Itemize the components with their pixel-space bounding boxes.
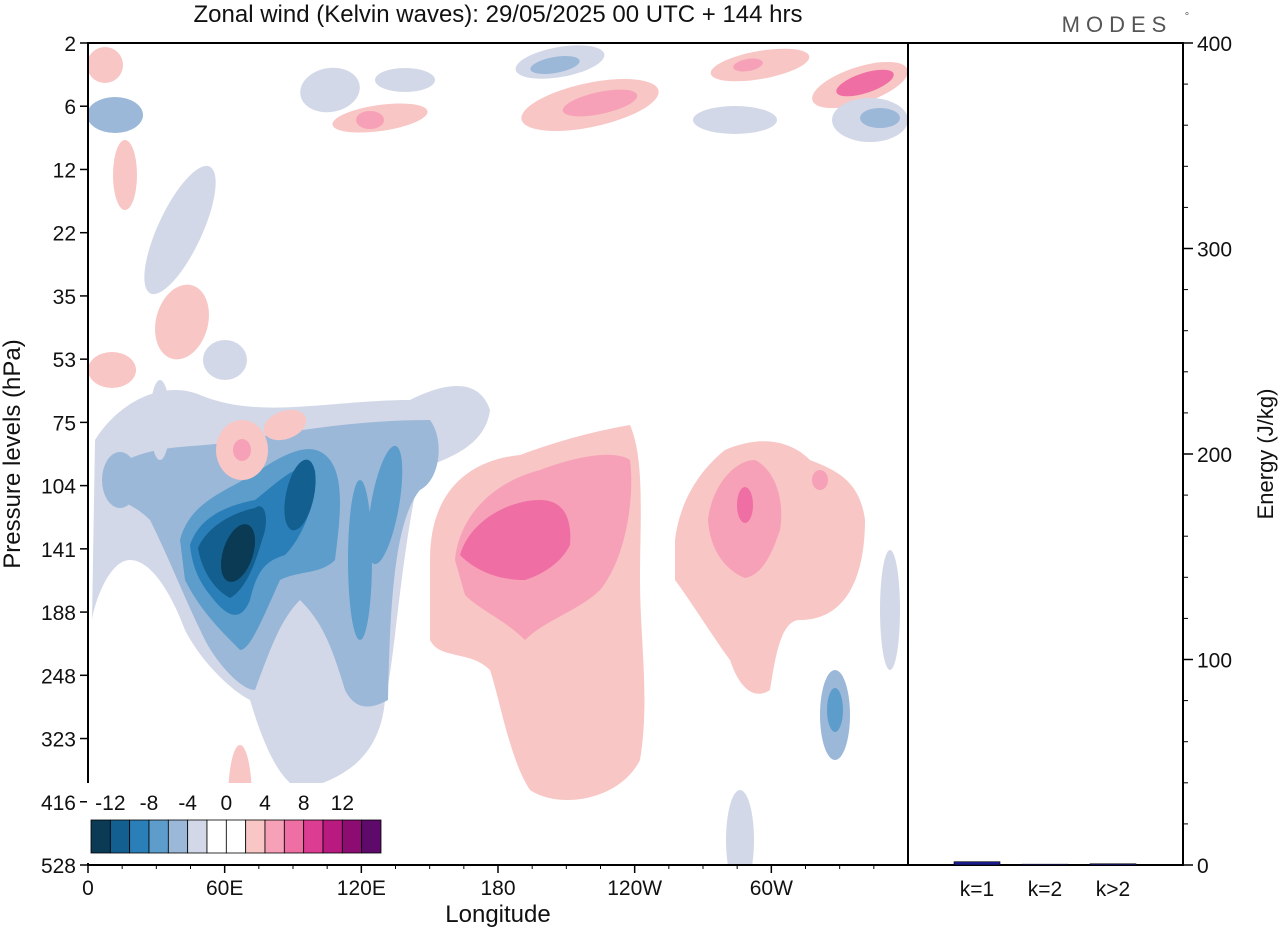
positive-anomaly-region <box>233 439 251 461</box>
positive-anomaly-region <box>562 89 638 117</box>
positive-anomaly-region <box>356 111 384 129</box>
positive-anomaly-region <box>88 352 136 388</box>
energy-axis-label: Energy (J/kg) <box>1253 389 1278 520</box>
y-tick-label: 75 <box>53 412 76 435</box>
colorbar-swatch <box>225 819 247 854</box>
positive-anomaly-region <box>155 284 209 360</box>
colorbar-swatch <box>167 819 189 854</box>
colorbar-swatch <box>206 819 227 854</box>
y-tick-label: 528 <box>41 855 76 878</box>
colorbar-swatch <box>264 819 285 854</box>
colorbar-swatch <box>361 819 382 854</box>
y-tick-label: 35 <box>53 286 76 309</box>
negative-anomaly-region <box>860 108 900 128</box>
negative-anomaly-region <box>880 550 900 670</box>
negative-anomaly-region <box>102 452 138 508</box>
colorbar-tick-label: 4 <box>259 792 271 815</box>
positive-anomaly-region <box>460 500 571 580</box>
colorbar-tick-label: -12 <box>95 792 125 815</box>
positive-anomaly-region <box>812 470 828 490</box>
y-tick-label: 53 <box>53 349 76 372</box>
colorbar-swatch <box>90 819 111 854</box>
colorbar-tick-label: 8 <box>298 792 310 815</box>
colorbar-tick-label: 0 <box>220 792 232 815</box>
positive-anomaly-region <box>836 69 894 97</box>
negative-anomaly-region <box>220 524 256 582</box>
negative-anomaly-region <box>300 67 360 113</box>
negative-anomaly-region <box>88 97 143 133</box>
y-tick-label: 323 <box>41 729 76 752</box>
colorbar-swatch <box>341 819 363 854</box>
x-tick-label: 120E <box>337 877 386 900</box>
energy-category-label: k=1 <box>960 878 994 901</box>
x-tick-label: 60W <box>750 877 793 900</box>
negative-anomaly-region <box>284 459 316 531</box>
positive-anomaly-region <box>737 487 753 523</box>
y-axis-label: Pressure levels (hPa) <box>0 339 26 568</box>
colorbar-tick-label: 12 <box>331 792 354 815</box>
y-tick-label: 22 <box>53 223 76 246</box>
negative-anomaly-region <box>150 380 170 460</box>
negative-anomaly-region <box>367 445 403 565</box>
colorbar-swatch <box>245 819 266 854</box>
y-axis: 2 6 12 22 35 53 75 104 141 188 248 323 416 528 <box>41 33 88 878</box>
wind-field <box>88 45 908 865</box>
energy-panel-frame <box>907 42 1184 866</box>
colorbar: -12 -8 -4 0 4 8 12 <box>87 783 387 863</box>
x-tick-label: 0 <box>82 877 94 900</box>
brand-mark: ° <box>1185 11 1189 23</box>
energy-tick-label: 200 <box>1197 444 1232 467</box>
negative-anomaly-region <box>693 106 777 134</box>
energy-category-label: k>2 <box>1096 878 1130 901</box>
positive-anomaly-region <box>88 47 123 83</box>
colorbar-swatch <box>322 819 343 854</box>
colorbar-tick-label: -8 <box>140 792 159 815</box>
positive-anomaly-region <box>263 409 307 441</box>
energy-bar <box>1089 863 1137 866</box>
y-tick-label: 416 <box>41 792 76 815</box>
energy-bar <box>953 861 1001 866</box>
energy-tick-label: 100 <box>1197 650 1232 673</box>
positive-anomaly-region <box>733 58 763 72</box>
negative-anomaly-region <box>530 56 580 74</box>
y-tick-label: 248 <box>41 665 76 688</box>
colorbar-swatch <box>187 819 208 854</box>
x-tick-label: 60E <box>206 877 243 900</box>
y-tick-label: 188 <box>41 602 76 625</box>
y-tick-label: 12 <box>53 159 76 182</box>
colorbar-swatch <box>129 819 150 854</box>
energy-category-label: k=2 <box>1028 878 1062 901</box>
x-axis: 0 60E 120E 180 120W 60W <box>82 865 875 900</box>
y-tick-label: 2 <box>64 33 76 56</box>
colorbar-tick-label: -4 <box>178 792 197 815</box>
y-tick-label: 6 <box>64 96 76 119</box>
energy-tick-label: 300 <box>1197 239 1232 262</box>
negative-anomaly-region <box>375 68 435 92</box>
colorbar-swatch <box>148 819 169 854</box>
negative-anomaly-region <box>144 165 216 295</box>
negative-anomaly-region <box>827 688 843 732</box>
negative-anomaly-region <box>348 480 372 640</box>
negative-anomaly-region <box>726 790 754 865</box>
y-tick-label: 104 <box>41 476 76 499</box>
energy-tick-label: 0 <box>1197 855 1209 878</box>
x-tick-label: 180 <box>480 877 515 900</box>
negative-anomaly-region <box>203 340 247 380</box>
colorbar-swatch <box>283 819 305 854</box>
x-axis-label: Longitude <box>445 901 550 928</box>
energy-tick-label: 400 <box>1197 33 1232 56</box>
energy-bar <box>1021 863 1069 866</box>
colorbar-swatch <box>303 819 324 854</box>
brand-logo: MODES <box>1062 12 1173 37</box>
x-tick-label: 120W <box>607 877 662 900</box>
chart-title: Zonal wind (Kelvin waves): 29/05/2025 00… <box>194 1 803 28</box>
energy-bars: 0 100 200 300 400 k=1 k=2 k>2 <box>953 33 1232 901</box>
y-tick-label: 141 <box>41 539 76 562</box>
positive-anomaly-region <box>113 140 137 210</box>
colorbar-swatch <box>109 819 131 854</box>
